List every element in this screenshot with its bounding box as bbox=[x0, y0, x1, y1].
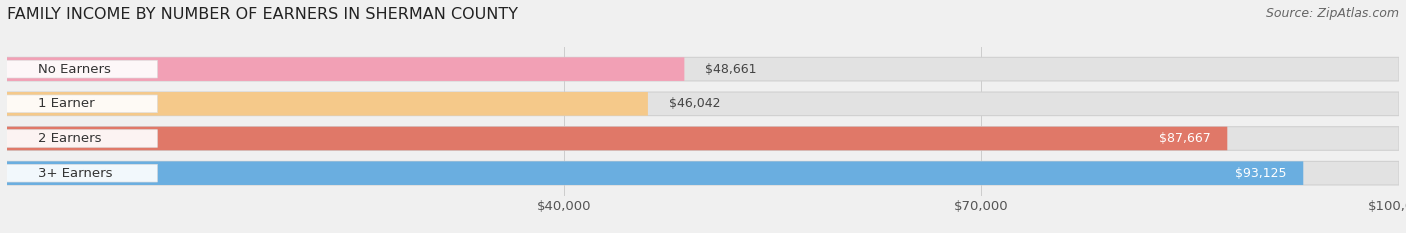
FancyBboxPatch shape bbox=[7, 57, 1399, 81]
FancyBboxPatch shape bbox=[4, 130, 157, 147]
FancyBboxPatch shape bbox=[7, 127, 1227, 150]
Text: $48,661: $48,661 bbox=[706, 63, 756, 76]
Text: $93,125: $93,125 bbox=[1234, 167, 1286, 180]
FancyBboxPatch shape bbox=[4, 164, 157, 182]
Text: Source: ZipAtlas.com: Source: ZipAtlas.com bbox=[1265, 7, 1399, 20]
FancyBboxPatch shape bbox=[7, 57, 685, 81]
Text: No Earners: No Earners bbox=[38, 63, 111, 76]
FancyBboxPatch shape bbox=[7, 92, 1399, 116]
Text: FAMILY INCOME BY NUMBER OF EARNERS IN SHERMAN COUNTY: FAMILY INCOME BY NUMBER OF EARNERS IN SH… bbox=[7, 7, 517, 22]
FancyBboxPatch shape bbox=[7, 161, 1399, 185]
Text: 2 Earners: 2 Earners bbox=[38, 132, 101, 145]
FancyBboxPatch shape bbox=[7, 92, 648, 116]
FancyBboxPatch shape bbox=[7, 161, 1303, 185]
Text: 1 Earner: 1 Earner bbox=[38, 97, 94, 110]
Text: $46,042: $46,042 bbox=[669, 97, 720, 110]
FancyBboxPatch shape bbox=[4, 95, 157, 113]
Text: 3+ Earners: 3+ Earners bbox=[38, 167, 112, 180]
FancyBboxPatch shape bbox=[4, 60, 157, 78]
Text: $87,667: $87,667 bbox=[1159, 132, 1211, 145]
FancyBboxPatch shape bbox=[7, 127, 1399, 150]
